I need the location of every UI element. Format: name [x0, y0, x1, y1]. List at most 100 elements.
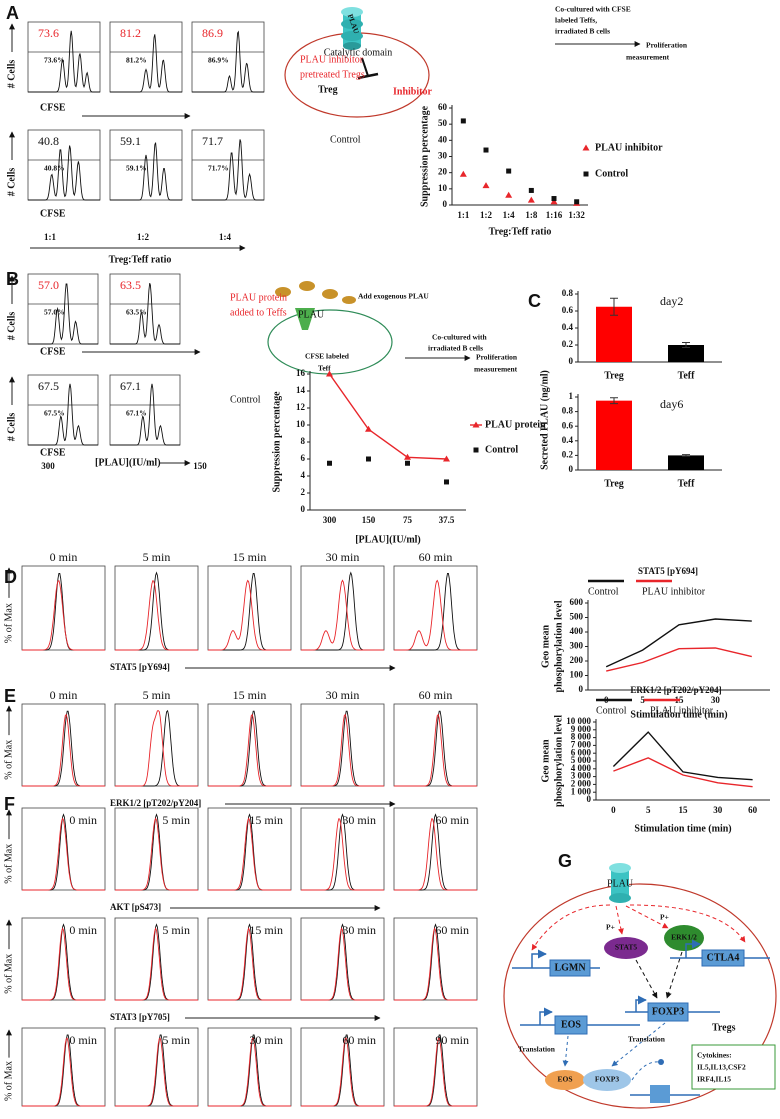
histogram-box — [300, 1027, 385, 1107]
gate-percent: 40.8% — [44, 164, 65, 173]
x-axis-label: CFSE — [40, 447, 66, 458]
histogram-box — [27, 129, 101, 201]
diagram-text: Inhibitor — [393, 86, 432, 97]
histogram-box — [27, 21, 101, 93]
y-tick-label: 4 — [301, 470, 306, 480]
time-label: 60 min — [435, 923, 469, 937]
marker — [405, 460, 410, 466]
marker — [550, 198, 558, 205]
x-tick-label: Teff — [678, 370, 696, 381]
y-tick-label: 200 — [570, 655, 584, 665]
gate-percent: 67.1% — [126, 409, 147, 418]
diagram-text: measurement — [626, 53, 670, 62]
x-tick-label: Treg — [604, 478, 624, 489]
y-tick-label: 50 — [438, 118, 448, 128]
x-tick-label: Treg — [604, 370, 624, 381]
percent: 63.5 — [120, 278, 141, 292]
x-tick-label: 0 — [611, 805, 616, 815]
time-label: 15 min — [233, 550, 267, 564]
y-axis-title: Suppression percentage — [271, 391, 282, 493]
panel-label: G — [558, 851, 572, 871]
y-tick-label: 400 — [570, 626, 584, 636]
y-tick-label: 0.4 — [562, 322, 574, 332]
node-label: ERK1/2 — [671, 933, 697, 942]
gate-percent: 67.5% — [44, 409, 65, 418]
histogram-box — [114, 565, 199, 651]
y-tick-label: 2 000 — [571, 778, 592, 788]
time-label: 5 min — [143, 550, 171, 564]
gate-percent: 73.6% — [44, 56, 65, 65]
marker — [482, 182, 490, 189]
x-axis-title: Treg:Teff ratio — [489, 226, 552, 237]
y-axis-title: phosphorylation level — [553, 715, 564, 807]
x-tick-label: 5 — [640, 695, 645, 705]
x-tick-label: 150 — [362, 515, 376, 525]
histogram-curve — [28, 283, 98, 345]
y-tick-label: 0.8 — [562, 406, 574, 416]
histogram-curve — [110, 142, 182, 201]
y-tick-label: 600 — [570, 597, 584, 607]
y-axis-title: Geo mean — [540, 739, 551, 782]
x-tick-label: Teff — [678, 478, 696, 489]
x-axis-title: [PLAU](IU/ml) — [355, 534, 421, 545]
histogram-curve — [28, 383, 98, 446]
legend-label: PLAU inhibitor — [650, 705, 714, 716]
node-label: P+ — [660, 913, 669, 922]
y-tick-label: 16 — [296, 368, 306, 378]
histogram-box — [21, 1027, 106, 1107]
legend-label: Control — [485, 444, 518, 455]
x-tick-label: 60 — [748, 805, 758, 815]
histogram-box — [393, 565, 478, 651]
y-tick-label: 0 — [579, 684, 584, 694]
marker — [327, 460, 332, 466]
y-tick-label: 0.6 — [562, 305, 574, 315]
marker — [472, 421, 480, 428]
y-tick-label: 0 — [587, 794, 592, 804]
time-label: 60 min — [435, 813, 469, 827]
time-label: 15 min — [249, 813, 283, 827]
x-axis-label: CFSE — [40, 346, 66, 357]
y-axis-label: % of Max — [3, 603, 14, 643]
histogram-curve — [22, 710, 105, 787]
histogram-box — [191, 129, 265, 201]
y-tick-label: 6 000 — [571, 747, 592, 757]
y-tick-label: 10 — [438, 183, 448, 193]
series-line — [613, 757, 753, 788]
histogram-curve — [208, 817, 291, 891]
histogram-curve — [394, 579, 477, 651]
time-label: 0 min — [50, 688, 78, 702]
x-tick-label: 1:8 — [525, 210, 537, 220]
y-tick-label: 0 — [301, 504, 306, 514]
marker — [483, 147, 489, 153]
histogram-curve — [28, 30, 100, 93]
histogram-curve — [394, 713, 477, 787]
histogram-box — [27, 374, 99, 446]
percent: 67.5 — [38, 379, 59, 393]
marker — [506, 168, 512, 174]
node-label: STAT5 — [615, 943, 637, 952]
y-axis-label: % of Max — [3, 740, 14, 780]
histogram-box — [191, 21, 265, 93]
histogram-box — [114, 1027, 199, 1107]
chart-title: ERK1/2 [pT202/pY204] — [630, 685, 721, 695]
histogram-box — [207, 565, 292, 651]
dose-label: 300 — [41, 461, 55, 471]
time-label: 60 min — [342, 1033, 376, 1047]
histogram-box — [114, 807, 199, 891]
condition-label: PLAU inhibitor — [300, 54, 364, 65]
histogram-box — [114, 917, 199, 1001]
histogram-box — [207, 917, 292, 1001]
cell-label: Tregs — [712, 1022, 736, 1033]
percent: 57.0 — [38, 278, 59, 292]
node-label: FOXP3 — [652, 1006, 684, 1017]
bar — [668, 345, 704, 362]
y-axis-label: % of Max — [3, 844, 14, 884]
panel-label: A — [6, 3, 19, 23]
histogram-box — [393, 703, 478, 787]
x-tick-label: 5 — [646, 805, 651, 815]
histogram-curve — [394, 710, 477, 787]
y-tick-label: 8 000 — [571, 732, 592, 742]
y-axis-label: # Cells — [6, 413, 17, 442]
percent: 40.8 — [38, 134, 59, 148]
